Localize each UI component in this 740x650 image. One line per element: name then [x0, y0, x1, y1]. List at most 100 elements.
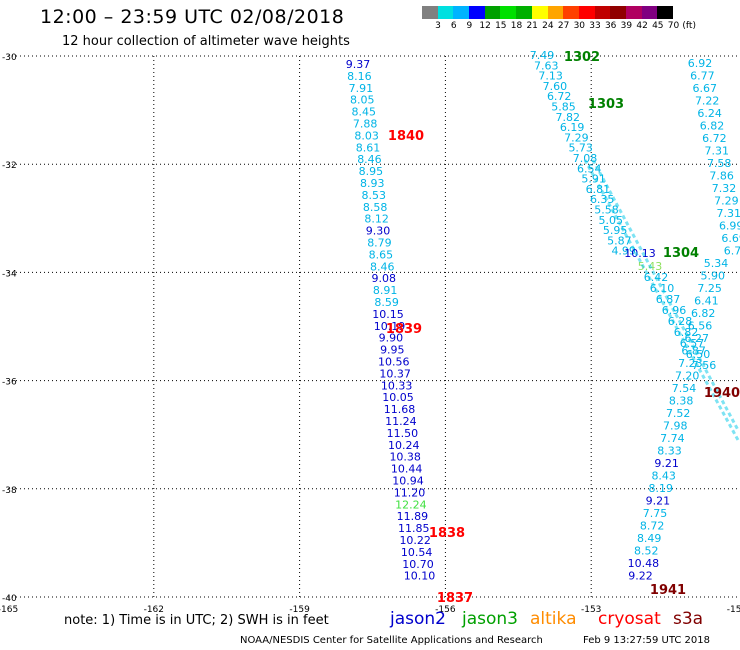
wave-height-value: 11.89	[397, 510, 429, 523]
wave-height-value: 6.35	[590, 193, 615, 206]
wave-height-value: 7.22	[695, 95, 720, 108]
wave-height-value: 10.22	[399, 534, 431, 547]
lon-label: -165	[0, 605, 18, 615]
wave-height-value: 10.24	[388, 439, 420, 452]
wave-height-value: 7.52	[666, 407, 691, 420]
wave-height-value: 9.30	[366, 225, 391, 238]
lon-label: -150	[727, 605, 740, 615]
wave-height-value: 7.82	[556, 111, 581, 124]
color-scale-cell	[610, 6, 626, 19]
wave-height-value: 8.16	[347, 70, 372, 83]
wave-height-value: 8.91	[373, 284, 398, 297]
wave-height-value: 12.24	[395, 498, 427, 511]
legend-jason3: jason3	[462, 609, 518, 629]
wave-height-value: 8.46	[370, 260, 395, 273]
wave-height-value: 8.12	[364, 213, 389, 226]
color-scale-label: 30	[573, 21, 586, 31]
page-title: 12:00 – 23:59 UTC 02/08/2018	[40, 6, 345, 28]
wave-height-value: 8.45	[351, 106, 376, 119]
wave-height-value: 9.37	[346, 58, 371, 71]
time-label: 1304	[663, 246, 699, 261]
wave-height-value: 11.24	[385, 415, 417, 428]
wave-height-value: 7.29	[564, 131, 589, 144]
time-label: 1941	[650, 583, 686, 598]
wave-height-value: 8.72	[640, 520, 665, 533]
wave-height-value: 6.99	[719, 220, 740, 233]
color-scale-cell	[484, 6, 501, 19]
wave-height-value: 10.19	[374, 320, 406, 333]
wave-height-value: 5.34	[704, 257, 729, 270]
wave-height-value: 5.90	[701, 270, 726, 283]
color-scale-label: 15	[495, 21, 507, 31]
wave-height-value: 9.90	[379, 332, 404, 345]
wave-height-value: 7.25	[697, 282, 722, 295]
lon-label: -162	[144, 605, 164, 615]
wave-height-value: 6.24	[697, 107, 722, 120]
wave-height-value: 10.48	[628, 557, 660, 570]
color-scale-label: 70	[667, 21, 680, 31]
track-band	[591, 159, 740, 431]
wave-height-value: 9.95	[380, 344, 405, 357]
color-scale-label: 6	[450, 21, 457, 31]
wave-height-value: 5.73	[568, 142, 593, 155]
color-scale-labels: 3 6 9 12 15 18 21 24 27 30 33 36 39 42 45 70 (ft)	[422, 21, 740, 33]
wave-height-value: 8.49	[637, 532, 662, 545]
legend-cryosat: cryosat	[598, 609, 661, 629]
wave-height-value: 7.63	[534, 59, 559, 72]
legend-s3a: s3a	[673, 609, 704, 629]
wave-height-value: 9.08	[371, 272, 396, 285]
page-subtitle: 12 hour collection of altimeter wave hei…	[62, 34, 350, 49]
color-scale-cell	[625, 6, 642, 19]
color-scale-label: 33	[589, 21, 601, 31]
wave-height-value: 8.38	[669, 395, 694, 408]
color-scale-cell	[531, 6, 548, 19]
timestamp-text: Feb 9 13:27:59 UTC 2018	[583, 635, 710, 646]
color-scale-label: 45	[652, 21, 664, 31]
wave-height-value: 6.72	[547, 90, 572, 103]
color-scale-label: 9	[466, 21, 473, 31]
wave-height-value: 6.67	[693, 82, 718, 95]
wave-height-value: 8.59	[374, 296, 399, 309]
lat-label: -30	[2, 53, 17, 63]
wave-height-value: 7.58	[707, 157, 732, 170]
wave-height-value: 10.94	[392, 475, 424, 488]
wave-height-value: 9.21	[646, 495, 671, 508]
wave-height-value: 7.08	[573, 152, 598, 165]
wave-height-value: 5.85	[551, 101, 576, 114]
wave-height-value: 11.68	[384, 403, 416, 416]
color-scale-cell	[437, 6, 454, 19]
wave-height-value: 8.79	[367, 237, 392, 250]
wave-height-value: 7.20	[675, 370, 700, 383]
time-label: 1840	[388, 129, 424, 144]
wave-height-value: 5.87	[607, 234, 632, 247]
wave-height-value: 8.53	[361, 189, 386, 202]
wave-height-value: 6.82	[691, 307, 716, 320]
time-label: 1838	[429, 526, 465, 541]
color-scale-cell	[547, 6, 564, 19]
wave-height-value: 7.29	[714, 195, 739, 208]
wave-height-value: 6.41	[694, 295, 719, 308]
wave-height-value: 7.31	[717, 207, 740, 220]
color-scale-label: 18	[510, 21, 523, 31]
wave-height-value: 6.77	[690, 70, 715, 83]
wave-height-value: 7.60	[543, 80, 568, 93]
wave-height-value: 4.99	[611, 245, 636, 258]
wave-height-value: 9.21	[654, 457, 679, 470]
lat-label: -34	[2, 269, 17, 279]
wave-height-value: 8.52	[634, 545, 659, 558]
color-scale-cell	[469, 6, 485, 19]
color-scale-label: 27	[557, 21, 570, 31]
wave-height-value: 10.44	[391, 463, 423, 476]
wave-height-value: 10.13	[624, 247, 656, 260]
wave-height-value: 9.22	[628, 570, 653, 583]
lat-label: -36	[2, 378, 17, 388]
wave-height-value: 6.82	[700, 120, 725, 133]
wave-height-value: 11.85	[398, 522, 430, 535]
wave-height-value: 7.91	[349, 82, 374, 95]
legend-altika: altika	[530, 609, 577, 629]
wave-height-value: 8.95	[359, 165, 384, 178]
wave-height-value: 8.05	[350, 94, 375, 107]
lon-label: -156	[435, 605, 456, 615]
lat-label: -40	[2, 594, 17, 604]
wave-height-value: 8.19	[649, 482, 674, 495]
